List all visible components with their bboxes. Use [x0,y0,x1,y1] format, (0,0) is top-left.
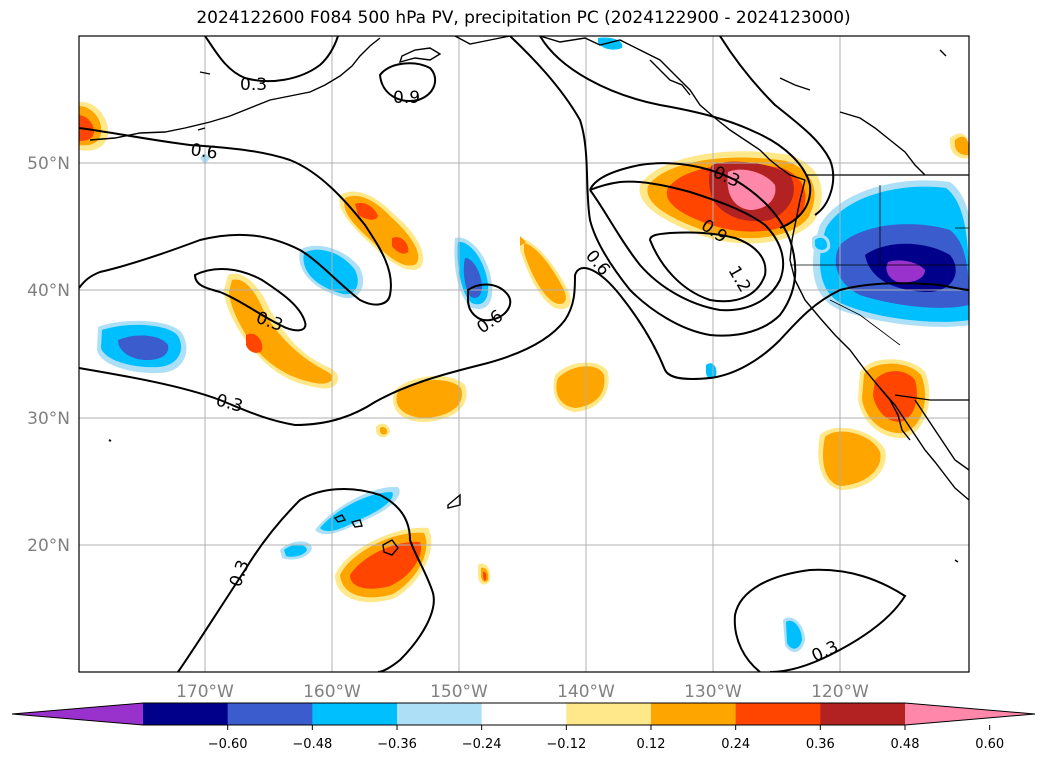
colorbar-segment [735,703,821,725]
colorbar-outline [11,702,1036,726]
colorbar-segment [566,703,652,725]
colorbar: −0.60 −0.48 −0.36 −0.24 −0.12 0.12 0.24 0.36 0.4… [11,702,1036,752]
pv-contours [79,36,969,672]
lon-label-170w: 170°W [176,682,234,702]
lat-label-20n: 20°N [27,536,70,556]
pv-label-09-n: 0.9 [393,88,420,108]
colorbar-tick-label: 0.24 [721,737,750,752]
colorbar-tick-label: −0.48 [292,737,332,752]
precip-blob-145w [520,238,571,310]
precip-blob-tiny-145w [520,236,526,246]
colorbar-tick-label: −0.60 [208,737,248,752]
colorbar-tick-label: 0.48 [891,737,920,752]
colorbar-tick-label: −0.24 [462,737,502,752]
pv-label-06-nw: 0.6 [189,140,219,164]
lon-label-160w: 160°W [303,682,361,702]
precip-blob-negative-150w [454,237,493,310]
precip-blob-negative-california [812,180,969,327]
precip-blob-negative-west [97,320,187,374]
lon-label-150w: 150°W [430,682,488,702]
precip-blob-southwest-band [224,273,339,389]
colorbar-segment [312,703,398,725]
colorbar-segment [651,703,737,725]
precip-blob-153w-31n [393,375,467,422]
colorbar-extend-low [12,703,143,725]
precip-blob-155w [339,191,424,270]
lon-label-130w: 130°W [684,682,742,702]
colorbar-segment [227,703,313,725]
colorbar-segment [397,703,483,725]
precip-blob-tiny-130w [706,363,717,379]
longitude-labels: 170°W 160°W 150°W 140°W 130°W 120°W [176,682,869,702]
precip-blob-hawaii [280,486,432,603]
colorbar-extend-high [905,703,1035,725]
colorbar-tick-label: −0.12 [546,737,586,752]
colorbar-segment [481,703,567,725]
map-frame [78,35,970,673]
precip-blob-pacific-northwest [639,151,822,244]
lon-label-140w: 140°W [557,682,615,702]
lon-label-120w: 120°W [811,682,869,702]
colorbar-tick-label: −0.36 [377,737,417,752]
lat-label-30n: 30°N [27,409,70,429]
pv-label-03-nw: 0.3 [240,75,267,95]
precip-blob-baja [818,427,886,490]
latitude-labels: 50°N 40°N 30°N 20°N [27,154,70,556]
colorbar-tick-label: 0.12 [637,737,666,752]
map-background [79,36,969,672]
precipitation-fields [79,37,969,652]
precip-blob-negative-160w [299,245,364,299]
colorbar-segment [820,703,906,725]
map-title: 2024122600 F084 500 hPa PV, precipitatio… [196,8,851,28]
lat-label-40n: 40°N [27,281,70,301]
precip-blob-140w-33n [553,362,609,412]
coastlines [89,36,969,563]
graticule [79,36,969,672]
lat-label-50n: 50°N [27,154,70,174]
colorbar-segment [143,703,229,725]
colorbar-tick-label: 0.60 [975,737,1004,752]
colorbar-tick-label: 0.36 [806,737,835,752]
